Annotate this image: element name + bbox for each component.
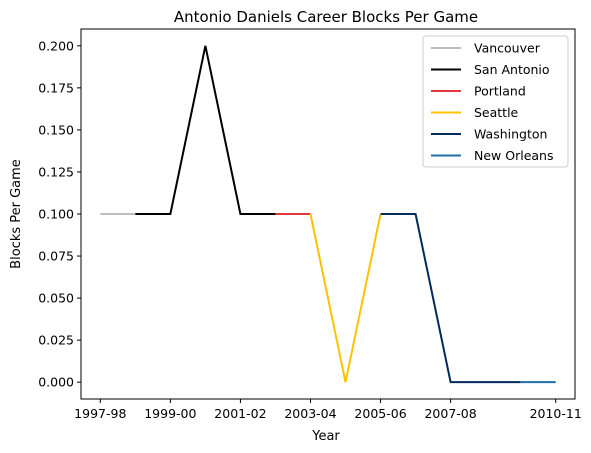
y-tick-label: 0.125	[38, 164, 74, 179]
legend-label-portland: Portland	[474, 84, 526, 99]
legend-label-vancouver: Vancouver	[474, 41, 541, 56]
x-tick-label: 1997-98	[74, 406, 126, 421]
y-tick-label: 0.175	[38, 80, 74, 95]
legend: Vancouver San Antonio Portland Seattle Washi…	[422, 35, 569, 168]
y-axis: 0.000 0.025 0.050 0.075 0.100 0.125 0.150 0.175…	[38, 38, 81, 390]
series-line-washington	[380, 213, 521, 384]
legend-label-new-orleans: New Orleans	[474, 148, 553, 163]
y-axis-label: Blocks Per Game	[9, 159, 24, 269]
x-axis: 1997-98 1999-00 2001-02 2003-04 2005-06 2007-…	[74, 399, 582, 421]
series-line-san-antonio	[135, 45, 276, 215]
x-axis-label: Year	[311, 429, 340, 444]
y-tick-label: 0.100	[38, 207, 74, 222]
x-tick-label: 2007-08	[424, 406, 476, 421]
y-tick-label: 0.025	[38, 333, 74, 348]
series-layer	[100, 45, 556, 384]
x-tick-label: 2005-06	[354, 406, 406, 421]
legend-label-washington: Washington	[474, 127, 547, 142]
x-tick-label: 2010-11	[530, 406, 582, 421]
legend-label-seattle: Seattle	[474, 105, 519, 120]
x-tick-label: 2003-04	[284, 406, 336, 421]
series-line-seattle	[309, 213, 382, 383]
y-tick-label: 0.000	[38, 375, 74, 390]
y-tick-label: 0.200	[38, 38, 74, 53]
x-tick-label: 1999-00	[144, 406, 196, 421]
y-tick-label: 0.075	[38, 249, 74, 264]
y-tick-label: 0.150	[38, 122, 74, 137]
y-tick-label: 0.050	[38, 291, 74, 306]
x-tick-label: 2001-02	[214, 406, 266, 421]
legend-label-san-antonio: San Antonio	[474, 62, 550, 77]
chart-title: Antonio Daniels Career Blocks Per Game	[174, 8, 478, 26]
